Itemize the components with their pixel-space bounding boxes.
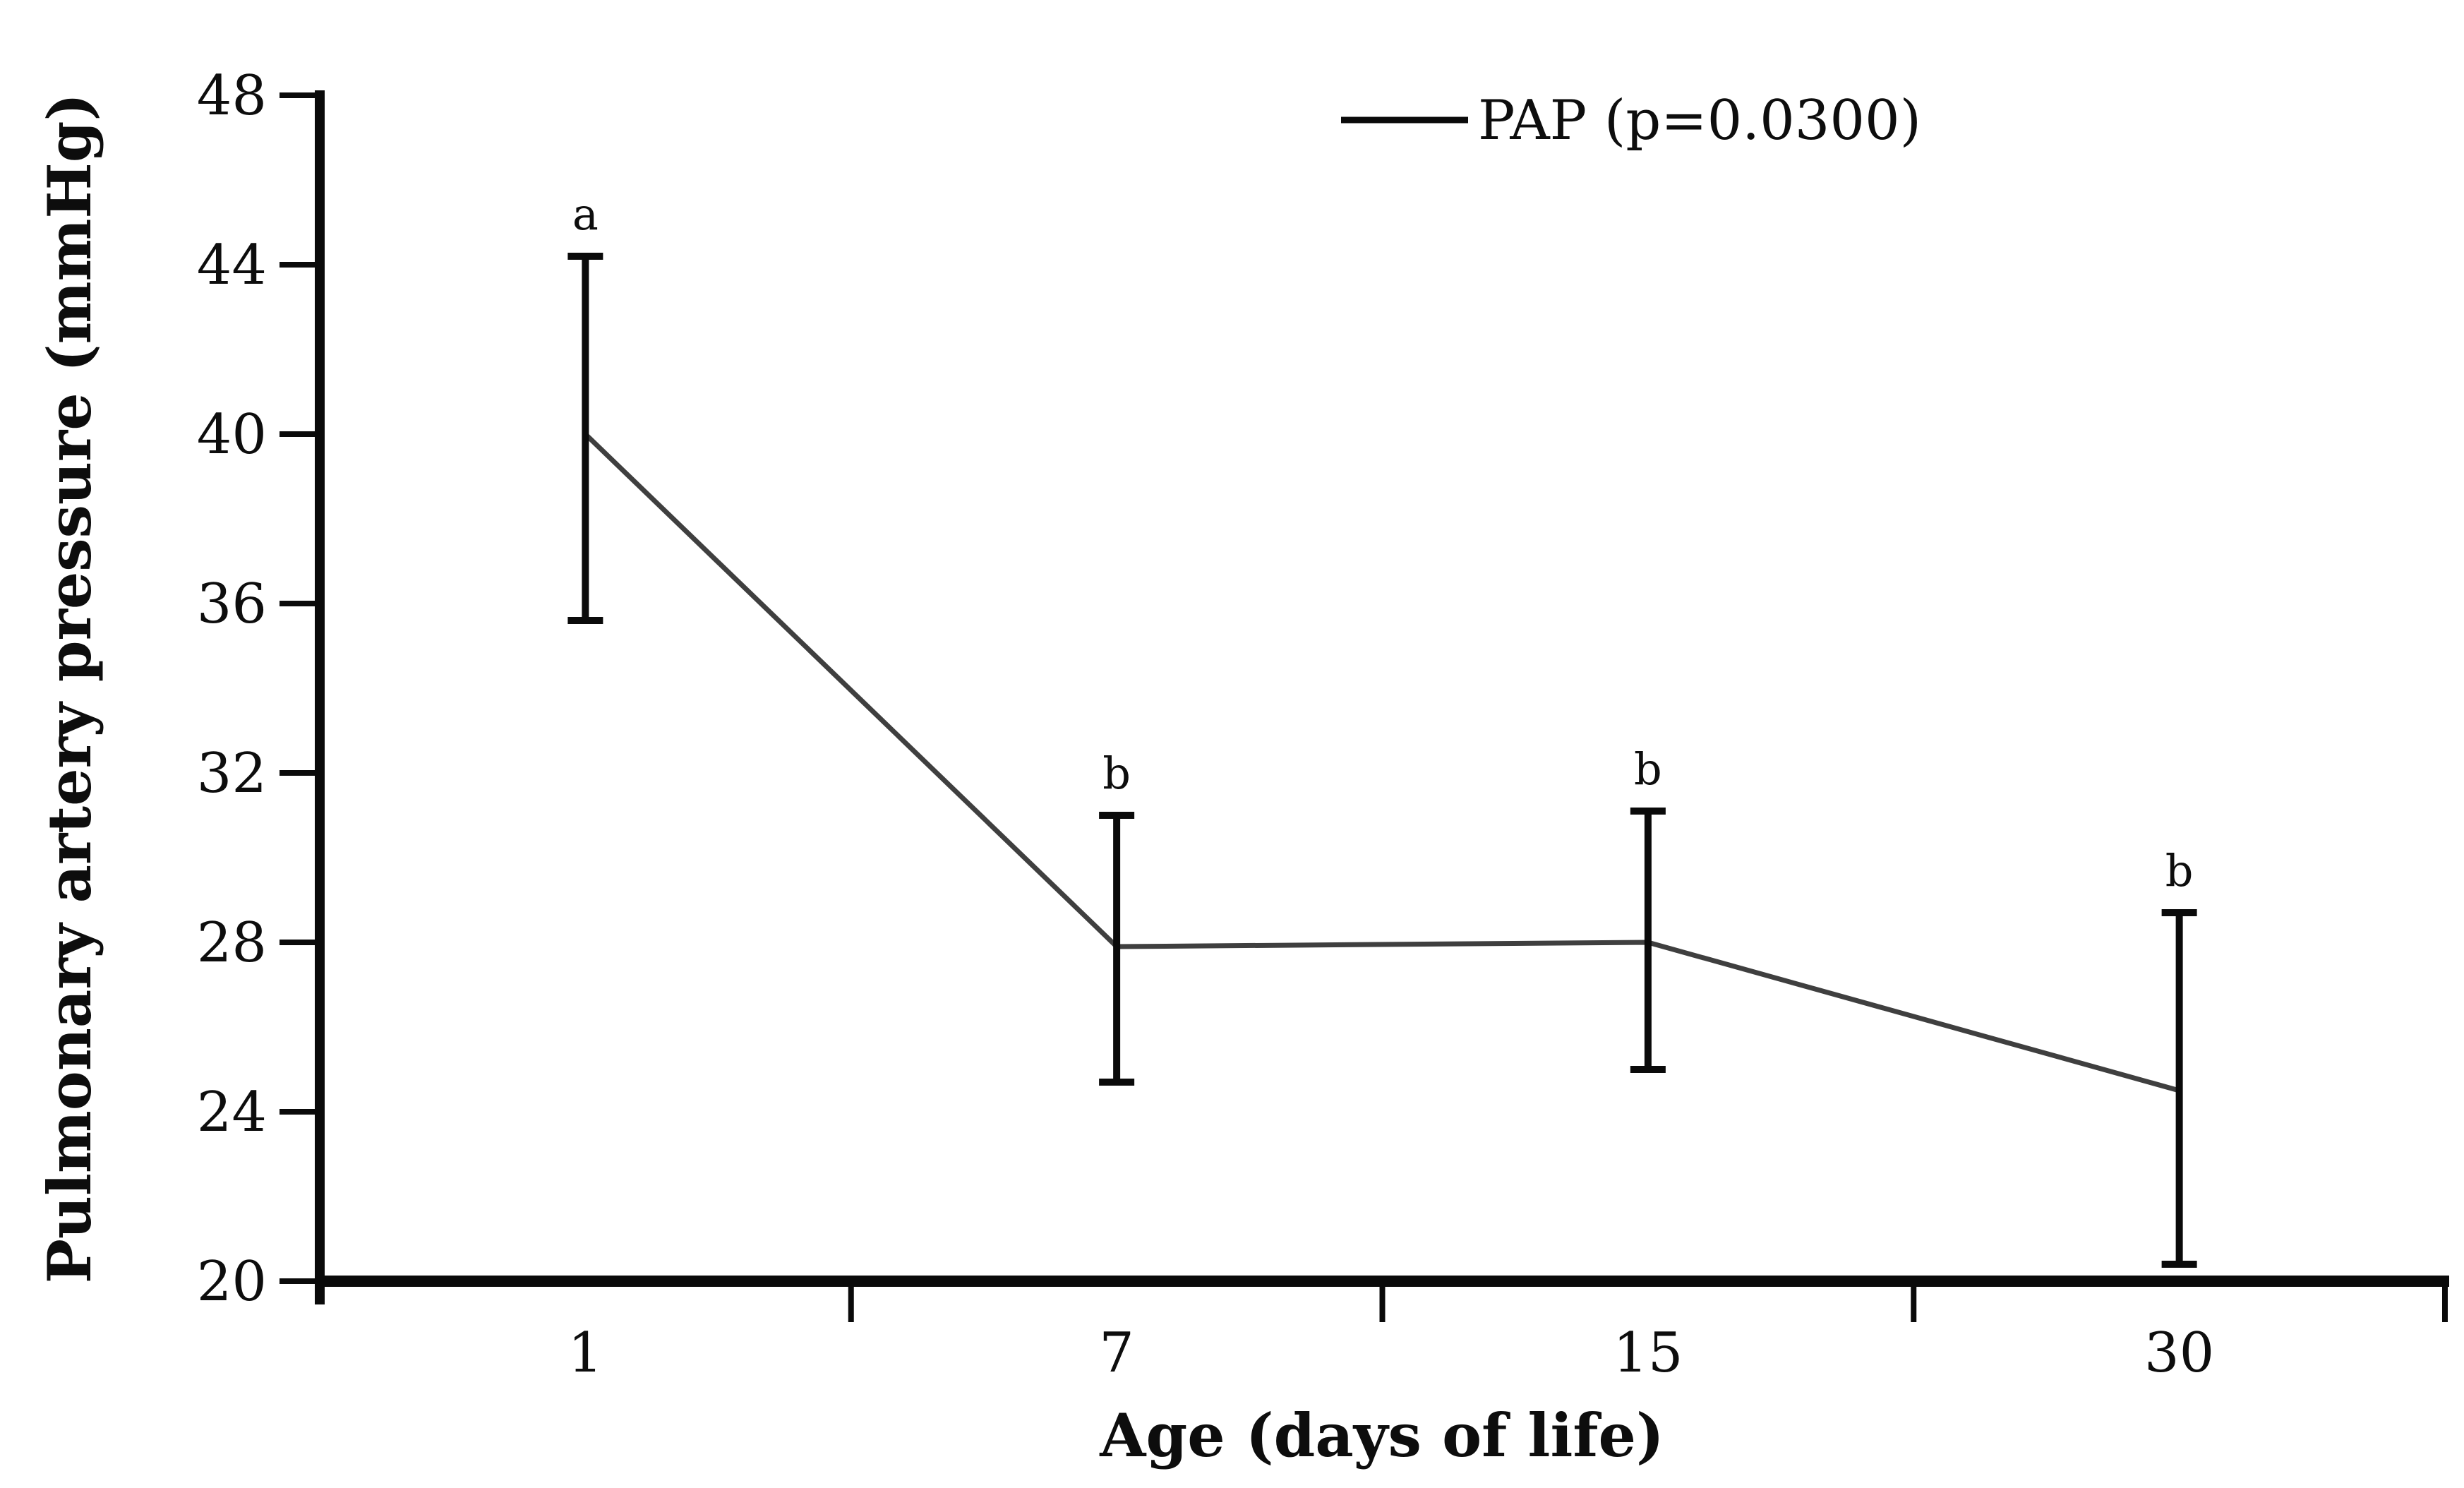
y-tick-label: 32 [197, 742, 267, 805]
x-tick-label: 7 [1099, 1321, 1134, 1385]
x-axis-ticks: 1 7 15 30 [568, 1281, 2448, 1385]
series-line [583, 432, 2180, 1093]
y-axis-title: Pulmonary artery pressure (mmHg) [35, 93, 104, 1283]
y-tick-label: 36 [197, 572, 267, 636]
x-tick-label: 15 [1613, 1321, 1683, 1385]
y-tick-label: 44 [197, 234, 267, 297]
significance-letter: a [572, 188, 599, 240]
significance-letter: b [1102, 748, 1131, 799]
error-bar [2161, 909, 2197, 1268]
significance-letter: b [2165, 845, 2194, 896]
y-tick-label: 40 [197, 403, 267, 467]
y-tick-label: 24 [197, 1081, 267, 1144]
error-bar [1099, 812, 1135, 1086]
y-tick-label: 28 [197, 911, 267, 975]
legend-label: PAP (p=0.0300) [1478, 89, 1921, 152]
y-tick-label: 20 [197, 1250, 267, 1314]
x-tick-label: 30 [2144, 1321, 2214, 1385]
error-bar [567, 253, 603, 624]
x-axis-title: Age (days of life) [1099, 1400, 1664, 1470]
legend: PAP (p=0.0300) [1341, 89, 1921, 152]
significance-letter: b [1634, 743, 1662, 795]
y-axis-ticks: 20 24 28 32 36 40 44 48 [197, 64, 320, 1314]
y-tick-label: 48 [197, 64, 267, 128]
x-tick-label: 1 [568, 1321, 603, 1385]
error-bar [1630, 808, 1666, 1073]
data-series: a b b b [567, 188, 2197, 1268]
